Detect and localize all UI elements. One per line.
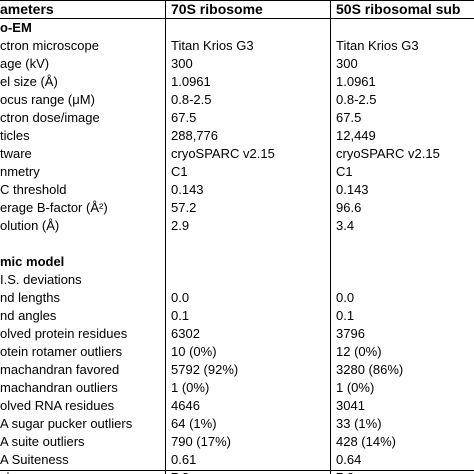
value-70s: 1.0961 — [171, 74, 211, 89]
row-label: olution (Å) — [0, 218, 60, 233]
value-70s: 300 — [171, 56, 193, 71]
row-label: erage B-factor (Å²) — [0, 200, 108, 215]
row-label: o-EM — [0, 20, 32, 35]
row-label: olved RNA residues — [0, 398, 115, 413]
header-50s-ribosomal-subunit: 50S ribosomal sub — [336, 1, 461, 17]
header-parameters: ameters — [0, 1, 54, 17]
value-50s: 3280 (86%) — [336, 362, 404, 377]
value-50s: 0.143 — [336, 182, 369, 197]
value-70s: 0.0 — [171, 290, 190, 305]
header-70s-ribosome: 70S ribosome — [171, 1, 263, 17]
value-70s: 10 (0%) — [171, 344, 217, 359]
value-70s: 0.8-2.5 — [171, 92, 212, 107]
value-50s: C1 — [336, 164, 353, 179]
row-label: I.S. deviations — [0, 272, 82, 287]
row-label: ocus range (μM) — [0, 92, 95, 107]
row-label: A suite outliers — [0, 434, 85, 449]
value-70s: Titan Krios G3 — [171, 38, 254, 53]
header-bottom-rule — [0, 18, 474, 19]
row-label: nmetry — [0, 164, 40, 179]
row-label: ctron dose/image — [0, 110, 100, 125]
header-top-rule — [0, 0, 474, 1]
table-bottom-rule — [0, 470, 474, 471]
value-50s: 428 (14%) — [336, 434, 396, 449]
value-50s: 300 — [336, 56, 358, 71]
column-divider-1 — [165, 0, 166, 474]
row-label: nd lengths — [0, 290, 60, 305]
value-70s: 64 (1%) — [171, 416, 217, 431]
value-50s: 0.0 — [336, 290, 355, 305]
value-70s: 5792 (92%) — [171, 362, 239, 377]
value-70s: 67.5 — [171, 110, 197, 125]
row-label: machandran favored — [0, 362, 120, 377]
value-50s: 67.5 — [336, 110, 362, 125]
value-70s: 790 (17%) — [171, 434, 231, 449]
value-70s: 7.3 — [171, 469, 189, 474]
value-70s: 288,776 — [171, 128, 218, 143]
row-label: ctron microscope — [0, 38, 99, 53]
row-label: machandran outliers — [0, 380, 118, 395]
value-50s: 0.8-2.5 — [336, 92, 377, 107]
value-70s: cryoSPARC v2.15 — [171, 146, 275, 161]
value-50s: 33 (1%) — [336, 416, 382, 431]
value-70s: C1 — [171, 164, 188, 179]
value-50s: cryoSPARC v2.15 — [336, 146, 440, 161]
row-label: C threshold — [0, 182, 67, 197]
value-50s: 3041 — [336, 398, 365, 413]
value-50s: 3796 — [336, 326, 365, 341]
row-label: ticles — [0, 128, 30, 143]
row-label: tware — [0, 146, 32, 161]
row-label: A Suiteness — [0, 452, 69, 467]
value-70s: 57.2 — [171, 200, 197, 215]
value-70s: 0.143 — [171, 182, 204, 197]
row-label: sh score — [0, 469, 49, 474]
value-50s: 12,449 — [336, 128, 376, 143]
column-divider-2 — [330, 0, 331, 474]
value-50s: 0.1 — [336, 308, 355, 323]
row-label: mic model — [0, 254, 65, 269]
value-70s: 6302 — [171, 326, 200, 341]
value-70s: 2.9 — [171, 218, 190, 233]
row-label: el size (Å) — [0, 74, 58, 89]
value-50s: Titan Krios G3 — [336, 38, 419, 53]
value-50s: 1.0961 — [336, 74, 376, 89]
value-50s: 3.4 — [336, 218, 355, 233]
row-label: otein rotamer outliers — [0, 344, 123, 359]
row-label: age (kV) — [0, 56, 50, 71]
row-label: olved protein residues — [0, 326, 128, 341]
value-50s: 7.0 — [336, 469, 354, 474]
value-70s: 1 (0%) — [171, 380, 210, 395]
value-50s: 1 (0%) — [336, 380, 375, 395]
value-50s: 96.6 — [336, 200, 362, 215]
row-label: A sugar pucker outliers — [0, 416, 133, 431]
value-70s: 0.1 — [171, 308, 190, 323]
row-label: nd angles — [0, 308, 57, 323]
value-50s: 12 (0%) — [336, 344, 382, 359]
value-70s: 4646 — [171, 398, 200, 413]
value-70s: 0.61 — [171, 452, 197, 467]
value-50s: 0.64 — [336, 452, 362, 467]
